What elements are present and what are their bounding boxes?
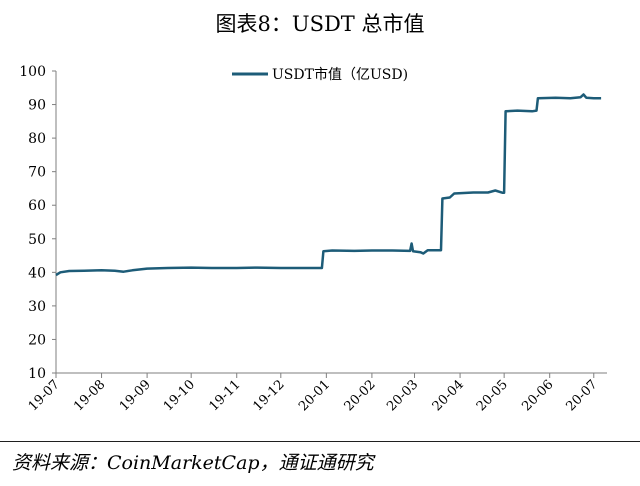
source-note: 资料来源：CoinMarketCap，通证通研究 [12,452,374,474]
y-tick-label: 30 [28,299,46,315]
y-tick-group: 10 20 30 40 50 60 70 80 90 100 [19,64,56,382]
y-tick-label: 70 [28,165,46,181]
y-tick-label: 20 [28,332,46,348]
series-line-usdt [55,93,602,277]
y-tick-label: 60 [28,198,46,214]
y-tick-label: 80 [28,131,46,147]
chart-title: 图表8：USDT 总市值 [215,12,425,36]
x-tick-label: 19-07 [26,377,63,414]
x-tick-label: 19-09 [117,377,154,414]
y-tick-label: 10 [28,366,46,382]
legend-label: USDT市值（亿USD) [272,66,408,83]
x-tick-label: 20-06 [519,377,556,414]
y-tick-label: 90 [28,98,46,114]
x-tick-label: 19-10 [161,377,198,414]
x-tick-label: 20-05 [474,377,511,414]
footer-divider [0,441,640,442]
x-tick-label: 20-01 [296,377,333,414]
x-tick-label: 19-12 [251,377,288,414]
y-tick-label: 50 [28,232,46,248]
x-tick-group: 19-07 19-08 19-09 19-10 19-11 19-12 20-01 20-02… [26,373,601,414]
x-tick-label: 20-07 [563,377,600,414]
x-tick-label: 20-03 [384,377,421,414]
legend: USDT市值（亿USD) [232,66,408,83]
x-tick-label: 19-08 [71,377,108,414]
x-tick-label: 20-04 [430,377,467,414]
y-tick-label: 40 [28,265,46,281]
y-tick-label: 100 [19,64,46,80]
x-tick-label: 20-02 [342,377,379,414]
x-tick-label: 19-11 [206,377,243,414]
